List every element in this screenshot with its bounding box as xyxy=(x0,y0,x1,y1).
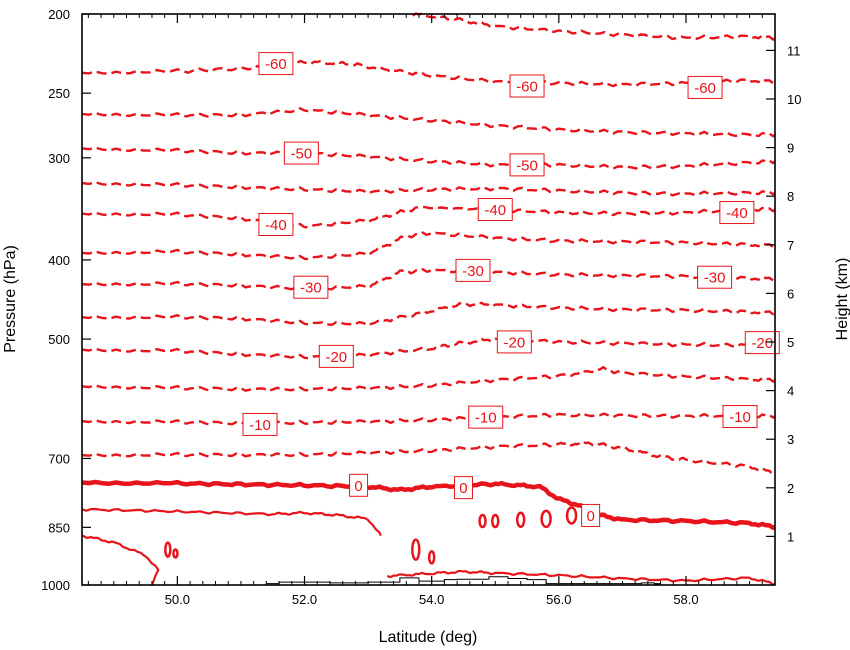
y2-tick-label: 1 xyxy=(787,529,794,544)
contour-label-box xyxy=(258,52,294,76)
contour-line xyxy=(411,12,776,41)
contour-label-box xyxy=(468,405,504,429)
contour-line xyxy=(386,569,776,586)
y-tick-label: 500 xyxy=(48,332,70,347)
contour-line xyxy=(81,146,776,170)
y-tick-label: 250 xyxy=(48,86,70,101)
y-tick-label: 850 xyxy=(48,520,70,535)
contour-line xyxy=(81,440,776,476)
contour-labels-layer: -60 -60 -60 -50 -50 -40 -40 -40 -30 -30 -30 -20 -20 -… xyxy=(242,52,780,527)
contour-label-box xyxy=(293,275,329,299)
contour-line xyxy=(81,412,776,427)
contour-label-box xyxy=(242,412,278,436)
contour-label: -20 xyxy=(325,349,347,366)
contour-label-box xyxy=(509,153,545,177)
y-tick-label: 200 xyxy=(48,7,70,22)
contour-label: -40 xyxy=(265,217,287,234)
contour-label: 0 xyxy=(459,480,467,497)
x-tick-label: 56.0 xyxy=(546,592,571,607)
contour-cell xyxy=(565,506,578,525)
contour-label-box xyxy=(744,331,780,355)
contour-line xyxy=(81,268,776,292)
contour-cell xyxy=(411,538,421,561)
contour-line xyxy=(81,365,776,393)
contour-cell xyxy=(172,548,179,559)
contour-label: -40 xyxy=(726,205,748,222)
contour-line xyxy=(81,107,776,138)
x-tick-label: 50.0 xyxy=(165,592,190,607)
x-tick-label: 54.0 xyxy=(419,592,444,607)
y2-tick-label: 5 xyxy=(787,335,794,350)
contour-line xyxy=(81,231,776,261)
contour-label: -20 xyxy=(503,334,525,351)
contour-label: -60 xyxy=(265,56,287,73)
x-tick-label: 52.0 xyxy=(292,592,317,607)
contour-line xyxy=(81,534,160,586)
contour-cell xyxy=(491,513,500,529)
contour-label: -30 xyxy=(300,280,322,297)
y2-tick-label: 4 xyxy=(787,384,794,399)
contour-label-box xyxy=(477,197,513,221)
contour-label: -20 xyxy=(751,335,773,352)
contour-label: -10 xyxy=(475,410,497,427)
contour-line xyxy=(81,205,776,229)
contour-label-box xyxy=(581,503,601,527)
contour-label: -40 xyxy=(484,202,506,219)
y2-tick-label: 9 xyxy=(787,141,794,156)
contour-label: -50 xyxy=(516,157,538,174)
contour-label-box xyxy=(349,473,369,497)
contour-label-box xyxy=(453,476,473,500)
contour-cell xyxy=(164,541,172,558)
contour-line xyxy=(81,507,382,536)
contours-layer xyxy=(81,12,777,586)
contour-label: 0 xyxy=(586,508,594,525)
y-tick-label: 1000 xyxy=(41,578,70,593)
y2-tick-label: 7 xyxy=(787,238,794,253)
y-tick-label: 300 xyxy=(48,151,70,166)
contour-cell xyxy=(478,513,487,529)
contour-label: -10 xyxy=(729,409,751,426)
contour-label: -50 xyxy=(291,146,313,163)
contour-label-box xyxy=(509,74,545,98)
contour-cell xyxy=(515,511,526,528)
contour-line xyxy=(81,59,776,88)
contour-line xyxy=(81,479,777,531)
contour-label: 0 xyxy=(354,478,362,495)
y2-axis-title: Height (km) xyxy=(834,258,850,341)
contour-label-box xyxy=(455,258,491,282)
contour-line xyxy=(81,337,776,360)
contour-label: -10 xyxy=(249,417,271,434)
y-tick-label: 400 xyxy=(48,253,70,268)
contour-cell xyxy=(427,550,436,565)
contour-label-box xyxy=(722,405,758,429)
ticks-layer: 50.0 52.0 54.0 56.0 58.020025030040050070085… xyxy=(41,7,801,607)
contour-label-box xyxy=(258,213,294,237)
contour-label-box xyxy=(318,344,354,368)
contour-line xyxy=(81,301,776,327)
contour-cell xyxy=(540,509,552,529)
y2-tick-label: 2 xyxy=(787,481,794,496)
y-tick-label: 700 xyxy=(48,451,70,466)
contour-label-box xyxy=(697,265,733,289)
y-axis-title: Pressure (hPa) xyxy=(2,245,19,353)
contour-line xyxy=(81,181,776,197)
plot-frame xyxy=(81,13,776,586)
contour-label: -30 xyxy=(704,270,726,287)
contour-label: -60 xyxy=(694,80,716,97)
y2-tick-label: 8 xyxy=(787,189,794,204)
y2-tick-label: 6 xyxy=(787,286,794,301)
contour-label: -60 xyxy=(516,78,538,95)
contour-label-box xyxy=(496,330,532,354)
contour-label-box xyxy=(719,201,755,225)
y2-tick-label: 3 xyxy=(787,432,794,447)
y2-tick-label: 11 xyxy=(787,43,801,58)
x-tick-label: 58.0 xyxy=(673,592,698,607)
x-axis-title: Latitude (deg) xyxy=(379,629,478,646)
y2-tick-label: 10 xyxy=(787,92,801,107)
contour-label-box xyxy=(687,75,723,99)
contour-label-box xyxy=(283,141,319,165)
contour-label: -30 xyxy=(462,263,484,280)
